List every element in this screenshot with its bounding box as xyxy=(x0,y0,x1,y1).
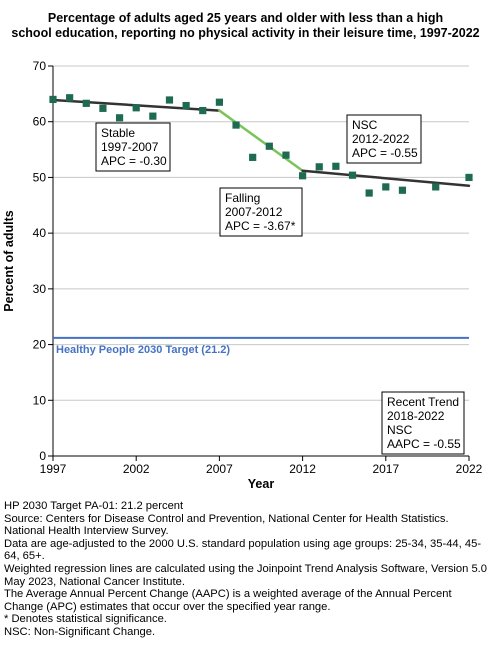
data-point-2013 xyxy=(315,163,323,171)
data-point-2015 xyxy=(348,171,357,179)
data-point-2011 xyxy=(282,151,290,159)
annotation-falling-line-3: APC = -3.67* xyxy=(225,219,296,233)
annotation-falling-line-1: Falling xyxy=(225,191,260,205)
y-tick-label-10: 10 xyxy=(33,393,47,407)
x-tick-label-2022: 2022 xyxy=(456,462,483,476)
x-tick-label-2012: 2012 xyxy=(289,462,316,476)
y-axis-title: Percent of adults xyxy=(2,210,16,311)
chart-title-line-1: Percentage of adults aged 25 years and o… xyxy=(47,11,444,25)
target-group: Healthy People 2030 Target (21.2) xyxy=(53,336,469,356)
data-point-2012 xyxy=(299,172,307,180)
note-age-adjustment: Data are age-adjusted to the 2000 U.S. s… xyxy=(4,537,482,563)
x-tick-label-1997: 1997 xyxy=(40,462,67,476)
data-point-2005 xyxy=(182,101,190,110)
data-point-2000 xyxy=(99,104,107,112)
y-tick-label-20: 20 xyxy=(33,338,47,352)
data-point-2016 xyxy=(365,189,373,197)
x-tick-label-2007: 2007 xyxy=(206,462,233,476)
target-label: Healthy People 2030 Target (21.2) xyxy=(56,344,230,356)
note-regression: Weighted regression lines are calculated… xyxy=(4,562,487,588)
chart-title: Percentage of adults aged 25 years and o… xyxy=(0,11,491,41)
trend-segment-3 xyxy=(301,169,471,188)
data-point-2014 xyxy=(332,162,340,170)
annotation-stable-line-2: 1997-2007 xyxy=(101,140,159,154)
data-point-2022 xyxy=(465,173,473,182)
data-point-2010 xyxy=(265,142,273,150)
data-point-1999 xyxy=(82,99,90,107)
annotation-stable-line-1: Stable xyxy=(101,126,135,140)
data-point-2004 xyxy=(165,96,174,104)
y-tick-label-40: 40 xyxy=(33,226,47,240)
observed-points xyxy=(49,94,473,197)
annotation-stable-line-3: APC = -0.30 xyxy=(101,154,167,168)
y-tick-label-0: 0 xyxy=(39,449,46,463)
data-point-2007 xyxy=(215,98,223,106)
data-point-2017 xyxy=(382,183,390,191)
axes: 0 10 20 30 40 50 60 70 1997 2002 2007 2012 2017 2022 xyxy=(33,59,483,476)
data-point-2006 xyxy=(199,106,207,115)
annotation-box-falling xyxy=(219,187,303,237)
x-axis-title: Year xyxy=(248,477,275,491)
annotation-box-recent xyxy=(381,391,465,455)
data-point-1998 xyxy=(66,94,74,102)
y-tick-label-70: 70 xyxy=(33,59,47,73)
data-point-2018 xyxy=(398,186,407,194)
note-significance: * Denotes statistical significance. xyxy=(4,613,167,626)
y-tick-label-60: 60 xyxy=(33,115,47,129)
data-point-2003 xyxy=(149,112,157,120)
y-tick-label-30: 30 xyxy=(33,282,47,296)
annotation-recent-line-4: AAPC = -0.55 xyxy=(387,437,461,451)
annotation-recent-line-2: 2018-2022 xyxy=(387,409,445,423)
data-point-2009 xyxy=(249,153,257,161)
x-tick-label-2002: 2002 xyxy=(123,462,150,476)
data-point-1997 xyxy=(49,95,57,104)
data-point-2020 xyxy=(432,183,440,191)
note-aapc: The Average Annual Percent Change (AAPC)… xyxy=(4,588,452,613)
annotation-recent-line-1: Recent Trend xyxy=(387,395,459,409)
data-point-2001 xyxy=(115,114,124,122)
annotation-nsc-line-1: NSC xyxy=(352,118,378,132)
annotation-box-nsc xyxy=(346,114,422,164)
data-point-2002 xyxy=(132,104,140,112)
note-target: HP 2030 Target PA-01: 21.2 percent xyxy=(4,500,184,512)
annotation-recent-line-3: NSC xyxy=(387,423,413,437)
note-source: Source: Centers for Disease Control and … xyxy=(4,512,449,538)
data-point-2008 xyxy=(232,121,240,129)
y-tick-label-50: 50 xyxy=(33,170,47,184)
note-nsc: NSC: Non-Significant Change. xyxy=(4,625,156,638)
chart-notes: HP 2030 Target PA-01: 21.2 percent Sourc… xyxy=(4,500,488,639)
trend-segment-2 xyxy=(218,109,304,172)
annotation-falling-line-2: 2007-2012 xyxy=(225,205,283,219)
x-tick-label-2017: 2017 xyxy=(372,462,399,476)
annotation-nsc-line-2: 2012-2022 xyxy=(352,132,410,146)
annotation-box-stable xyxy=(95,122,171,172)
annotation-nsc-line-3: APC = -0.55 xyxy=(352,146,418,160)
chart-title-line-2: school education, reporting no physical … xyxy=(11,26,480,40)
